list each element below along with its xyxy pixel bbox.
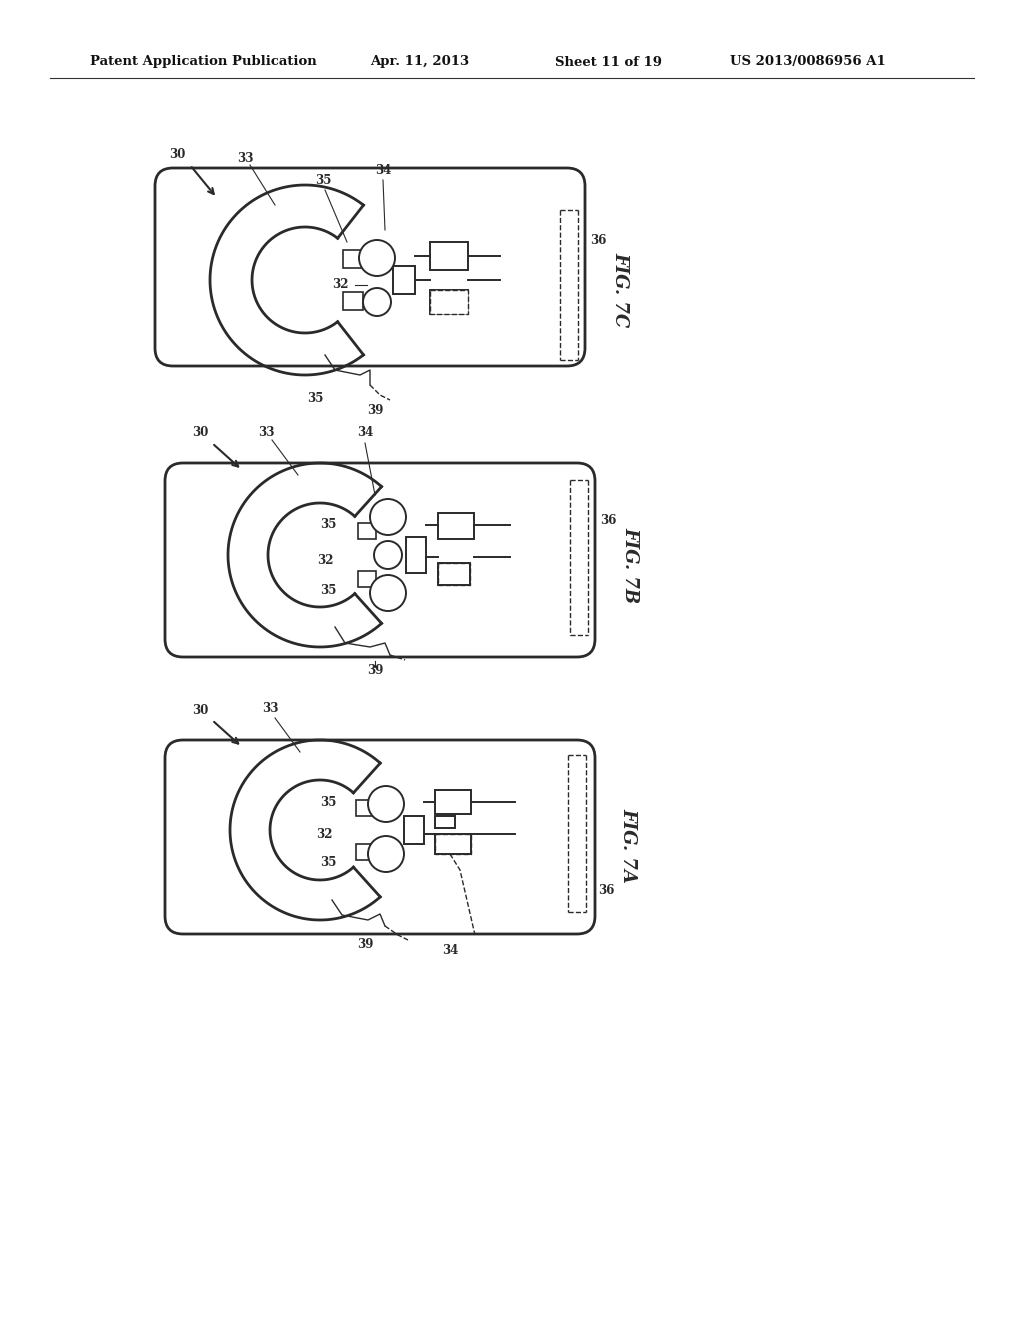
Text: 35: 35 — [319, 855, 336, 869]
Circle shape — [368, 836, 404, 873]
Text: 34: 34 — [441, 944, 458, 957]
Text: 34: 34 — [375, 164, 391, 177]
Text: 36: 36 — [600, 513, 616, 527]
Text: 35: 35 — [307, 392, 324, 404]
Bar — [430, 290, 468, 314]
Text: 33: 33 — [262, 702, 279, 715]
Text: 30: 30 — [191, 426, 208, 440]
Text: 35: 35 — [314, 173, 331, 186]
Text: 35: 35 — [319, 519, 336, 532]
Text: FIG. 7A: FIG. 7A — [618, 808, 637, 883]
Text: 36: 36 — [598, 883, 614, 896]
Text: 39: 39 — [367, 664, 383, 676]
Bar — [430, 290, 468, 314]
Text: 32: 32 — [316, 553, 333, 566]
Text: 39: 39 — [356, 939, 373, 952]
Bar — [435, 816, 455, 828]
Bar — [356, 800, 374, 816]
Bar — [430, 242, 468, 271]
Bar — [435, 789, 471, 814]
Text: FIG. 7C: FIG. 7C — [611, 252, 629, 327]
Text: 35: 35 — [319, 796, 336, 808]
Circle shape — [359, 240, 395, 276]
Bar — [343, 292, 362, 310]
Bar — [404, 816, 424, 843]
Text: 39: 39 — [367, 404, 383, 417]
Text: 36: 36 — [590, 234, 606, 247]
Bar — [438, 513, 474, 539]
Bar — [435, 834, 471, 854]
Bar — [438, 564, 470, 585]
Circle shape — [370, 499, 406, 535]
Circle shape — [362, 288, 391, 315]
Text: 30: 30 — [169, 149, 185, 161]
Circle shape — [370, 576, 406, 611]
Bar — [438, 564, 470, 585]
Bar — [406, 537, 426, 573]
Circle shape — [374, 541, 402, 569]
Bar — [393, 267, 415, 294]
Text: 35: 35 — [319, 583, 336, 597]
Text: US 2013/0086956 A1: US 2013/0086956 A1 — [730, 55, 886, 69]
Text: 33: 33 — [258, 425, 274, 438]
Circle shape — [368, 785, 404, 822]
Text: 32: 32 — [315, 828, 332, 841]
Text: Patent Application Publication: Patent Application Publication — [90, 55, 316, 69]
Text: FIG. 7B: FIG. 7B — [621, 527, 639, 603]
Text: 33: 33 — [237, 152, 253, 165]
Bar — [356, 843, 374, 861]
Bar — [358, 572, 376, 587]
Bar — [343, 249, 362, 268]
Text: 34: 34 — [356, 426, 373, 440]
Text: Sheet 11 of 19: Sheet 11 of 19 — [555, 55, 662, 69]
Bar — [435, 834, 471, 854]
Text: 32: 32 — [332, 279, 348, 292]
Text: Apr. 11, 2013: Apr. 11, 2013 — [370, 55, 469, 69]
Bar — [358, 523, 376, 539]
Text: 30: 30 — [191, 704, 208, 717]
